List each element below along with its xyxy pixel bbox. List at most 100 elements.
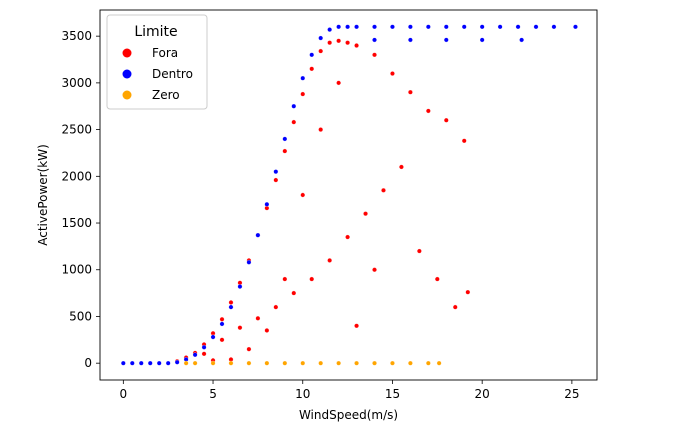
data-point [210,334,216,340]
data-point [479,24,485,30]
data-point [156,360,162,366]
data-point [354,24,359,30]
data-point [246,259,252,265]
y-tick-label: 2500 [61,123,92,137]
x-tick-label: 25 [564,387,579,401]
data-point [354,323,359,329]
data-point [452,304,458,310]
data-point [264,360,270,366]
data-point [318,35,324,41]
data-point [318,127,324,132]
data-point [443,24,449,30]
data-point [255,232,261,238]
data-point [425,108,431,114]
data-point [354,360,359,366]
data-point [327,258,333,263]
data-point [497,24,503,30]
data-point [165,360,171,366]
series-zero [183,360,442,366]
legend-entries: Fora Dentro Zero [122,46,193,102]
data-point [372,360,377,366]
data-point [408,37,413,43]
data-point [246,360,252,366]
data-point [210,360,216,366]
data-point [399,164,404,170]
data-point [282,360,288,366]
data-point [390,71,395,76]
data-point [219,337,225,343]
data-point [318,360,324,366]
data-point [390,360,395,366]
legend: Limite Fora Dentro Zero [106,14,208,110]
data-point [336,360,341,366]
x-tick-label: 15 [385,387,400,401]
data-point [336,80,341,86]
series-dentro [120,24,578,366]
legend-label: Fora [152,46,178,60]
x-tick-label: 0 [120,387,128,401]
data-point [300,192,306,198]
legend-marker [122,69,132,79]
data-point [192,360,198,366]
data-point [183,360,189,366]
x-axis: 0 5 10 15 20 25 [120,380,580,401]
data-point [443,117,449,123]
x-tick-label: 20 [475,387,490,401]
data-point [273,304,279,310]
data-point [461,24,467,30]
data-point [573,24,578,30]
legend-label: Dentro [152,67,193,81]
y-tick-label: 3500 [61,29,92,43]
legend-label: Zero [152,88,180,102]
data-point [273,177,279,183]
data-point [425,24,431,30]
data-point [255,315,261,321]
data-point [465,289,471,295]
data-point [372,267,377,273]
legend-marker [122,90,132,100]
data-point [408,89,413,95]
data-point [129,360,135,366]
data-point [201,344,207,350]
data-point [327,40,333,46]
data-point [228,304,234,310]
data-point [264,328,270,333]
data-point [318,48,324,54]
data-point [138,360,144,366]
y-tick-label: 3000 [61,76,92,90]
legend-title: Limite [134,24,177,40]
data-point [246,346,252,352]
data-point [300,75,306,81]
data-point [120,360,126,366]
data-point [309,52,315,58]
data-point [363,211,368,217]
data-point [201,351,207,357]
x-tick-label: 5 [209,387,217,401]
data-point [309,276,315,282]
data-point [228,300,234,305]
y-tick-label: 2000 [61,169,92,183]
data-point [147,360,153,366]
data-point [309,66,315,72]
data-point [354,43,359,48]
data-point [417,248,422,254]
legend-marker [122,48,132,58]
data-point [434,276,440,282]
data-point [461,138,467,144]
data-point [372,52,377,58]
data-point [425,360,431,366]
y-tick-label: 500 [69,309,92,323]
data-point [219,321,225,327]
y-tick-label: 0 [84,356,92,370]
data-point [551,24,557,30]
data-point [327,27,333,32]
data-point [519,37,524,43]
y-tick-label: 1500 [61,216,92,230]
plot-frame [99,9,598,381]
data-point [300,360,306,366]
data-point [515,24,521,30]
series-fora [174,38,471,364]
legend-box [106,14,208,110]
data-point [237,284,243,289]
